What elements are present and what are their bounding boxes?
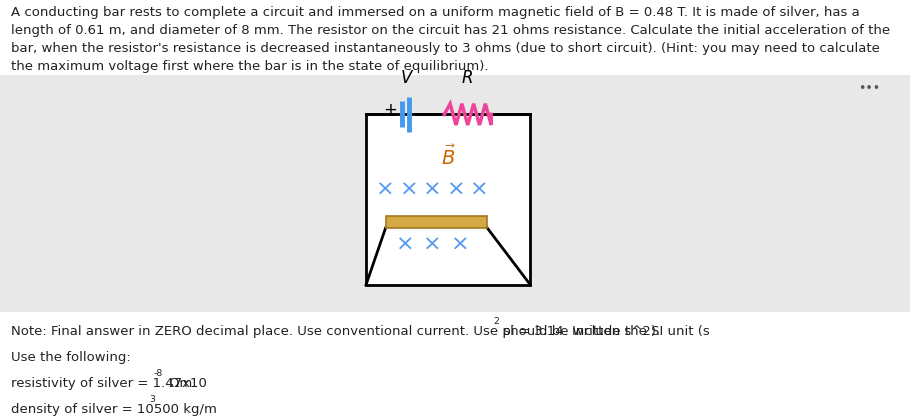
Text: 2: 2	[493, 317, 500, 326]
Text: ×: ×	[447, 180, 465, 200]
Text: 3: 3	[149, 395, 155, 404]
Text: +: +	[383, 101, 398, 119]
Text: R: R	[462, 69, 473, 87]
Text: $\vec{B}$: $\vec{B}$	[440, 145, 456, 169]
Text: should be written s^2).: should be written s^2).	[499, 325, 660, 338]
Text: Ωm: Ωm	[166, 377, 192, 390]
Text: •••: •••	[858, 82, 880, 95]
Text: density of silver = 10500 kg/m: density of silver = 10500 kg/m	[11, 403, 217, 416]
Text: ×: ×	[450, 235, 470, 255]
Text: ×: ×	[470, 180, 489, 200]
Text: Use the following:: Use the following:	[11, 351, 131, 364]
Text: ×: ×	[399, 180, 419, 200]
Text: ×: ×	[423, 180, 442, 200]
Text: -8: -8	[154, 369, 163, 378]
Text: ×: ×	[423, 235, 442, 255]
Text: Note: Final answer in ZERO decimal place. Use conventional current. Use pi = 3.1: Note: Final answer in ZERO decimal place…	[11, 325, 710, 338]
Text: resistivity of silver = 1.47x10: resistivity of silver = 1.47x10	[11, 377, 207, 390]
Text: V: V	[400, 69, 412, 87]
Bar	[366, 114, 531, 285]
Text: ×: ×	[376, 180, 395, 200]
Bar	[386, 216, 488, 228]
Text: A conducting bar rests to complete a circuit and immersed on a uniform magnetic : A conducting bar rests to complete a cir…	[11, 6, 890, 73]
Text: ×: ×	[396, 235, 414, 255]
